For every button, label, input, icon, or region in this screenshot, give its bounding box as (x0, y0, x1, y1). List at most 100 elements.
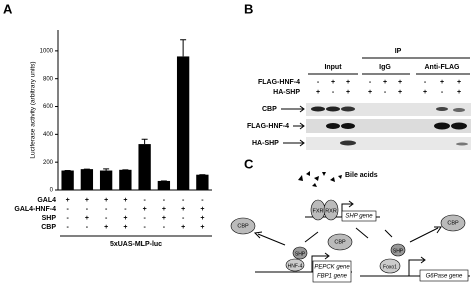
blot-strip (306, 103, 471, 116)
condition-sign: + (200, 224, 204, 231)
condition-sign: - (163, 224, 166, 231)
gene-box (341, 210, 377, 222)
band (311, 106, 325, 112)
condition-sign: - (163, 197, 166, 204)
band (326, 123, 340, 129)
condition-sign: - (143, 197, 146, 204)
condition-sign: + (143, 206, 147, 213)
shp (390, 243, 406, 257)
y-axis-label: Luciferase activity (arbitrary units) (30, 61, 37, 158)
transfection-sign: + (398, 89, 402, 96)
promoter-arrow (408, 256, 426, 276)
transfection-label: FLAG-HNF-4 (258, 79, 300, 86)
transfection-sign: + (383, 79, 387, 86)
transfection-sign: - (317, 79, 320, 86)
condition-sign: + (104, 224, 108, 231)
condition-sign: + (123, 215, 127, 222)
band (451, 122, 467, 130)
gene-box (312, 260, 352, 283)
band (341, 123, 355, 129)
bile-acid-triangles (298, 171, 342, 187)
condition-sign: - (201, 197, 204, 204)
condition-sign: - (143, 224, 146, 231)
bar (138, 144, 151, 190)
panel-label: C (244, 156, 254, 171)
inhibit-arrow (304, 227, 393, 243)
g6pase-gene: G6Pase gene (426, 274, 463, 280)
hnf4-label: HNF-4 (288, 263, 303, 269)
cbp (440, 214, 466, 232)
condition-sign: - (66, 215, 69, 222)
bar (61, 170, 74, 190)
error-bar (103, 168, 110, 171)
y-tick-label: 200 (43, 160, 54, 166)
condition-sign: + (123, 224, 127, 231)
band (326, 106, 340, 112)
condition-sign: - (182, 215, 185, 222)
condition-sign: - (182, 197, 185, 204)
cbp-label: CBP (334, 239, 346, 245)
transfection-sign: + (457, 89, 461, 96)
condition-sign: + (200, 215, 204, 222)
condition-label: GAL4-HNF-4 (14, 206, 56, 213)
condition-sign: - (143, 215, 146, 222)
rxr-label: RXR (325, 208, 337, 214)
condition-sign: + (66, 197, 70, 204)
promoter-arrow (311, 252, 330, 272)
ip-label: IP (395, 48, 402, 55)
condition-sign: + (181, 224, 185, 231)
foxo1-label: Foxo1 (383, 264, 397, 270)
bar (176, 56, 190, 190)
bar (99, 170, 113, 190)
blots (306, 103, 471, 150)
condition-sign: + (181, 206, 185, 213)
condition-label: CBP (41, 224, 56, 231)
band (434, 122, 450, 130)
transfection-sign: + (440, 79, 444, 86)
hnf4 (285, 258, 305, 272)
transfection-sign: + (398, 79, 402, 86)
error-bar (180, 39, 187, 57)
blot-arrow (281, 105, 305, 147)
band (340, 140, 356, 146)
condition-label: SHP (42, 215, 57, 222)
condition-sign: + (200, 206, 204, 213)
transfection-sign: - (369, 79, 372, 86)
bar (157, 180, 171, 190)
cbp-label: CBP (237, 223, 249, 229)
condition-sign: + (85, 215, 89, 222)
x-axis-label: 5xUAS-MLP-luc (110, 241, 162, 248)
condition-sign: - (105, 215, 108, 222)
transfection-sign: - (441, 89, 444, 96)
group-label: IgG (379, 64, 391, 71)
blot-label: CBP (262, 106, 277, 113)
cbp (230, 217, 256, 235)
rxr (323, 199, 339, 221)
transfection-label: HA-SHP (273, 89, 300, 96)
transfection-sign: + (368, 89, 372, 96)
fxr-label: FXR (313, 208, 324, 214)
y-tick-label: 800 (43, 76, 54, 82)
condition-sign: + (123, 197, 127, 204)
group-label: Anti-FLAG (425, 64, 461, 71)
transfection-sign: + (457, 79, 461, 86)
blot-strip (306, 137, 471, 150)
shp (292, 246, 308, 260)
arrow (253, 231, 286, 246)
fbp1-gene: FBP1 gene (317, 274, 348, 280)
cbp-label: CBP (447, 220, 459, 226)
condition-sign: - (124, 206, 127, 213)
condition-label: GAL4 (37, 197, 56, 204)
y-tick-label: 1000 (40, 48, 54, 54)
transfection-sign: - (424, 79, 427, 86)
panel-label: B (244, 1, 253, 16)
bar (119, 169, 132, 190)
blot-label: HA-SHP (252, 140, 279, 147)
condition-sign: - (66, 224, 69, 231)
condition-sign: + (104, 197, 108, 204)
y-tick-label: 600 (43, 104, 54, 110)
foxo1 (379, 258, 401, 274)
condition-sign: + (162, 215, 166, 222)
band (456, 142, 468, 146)
